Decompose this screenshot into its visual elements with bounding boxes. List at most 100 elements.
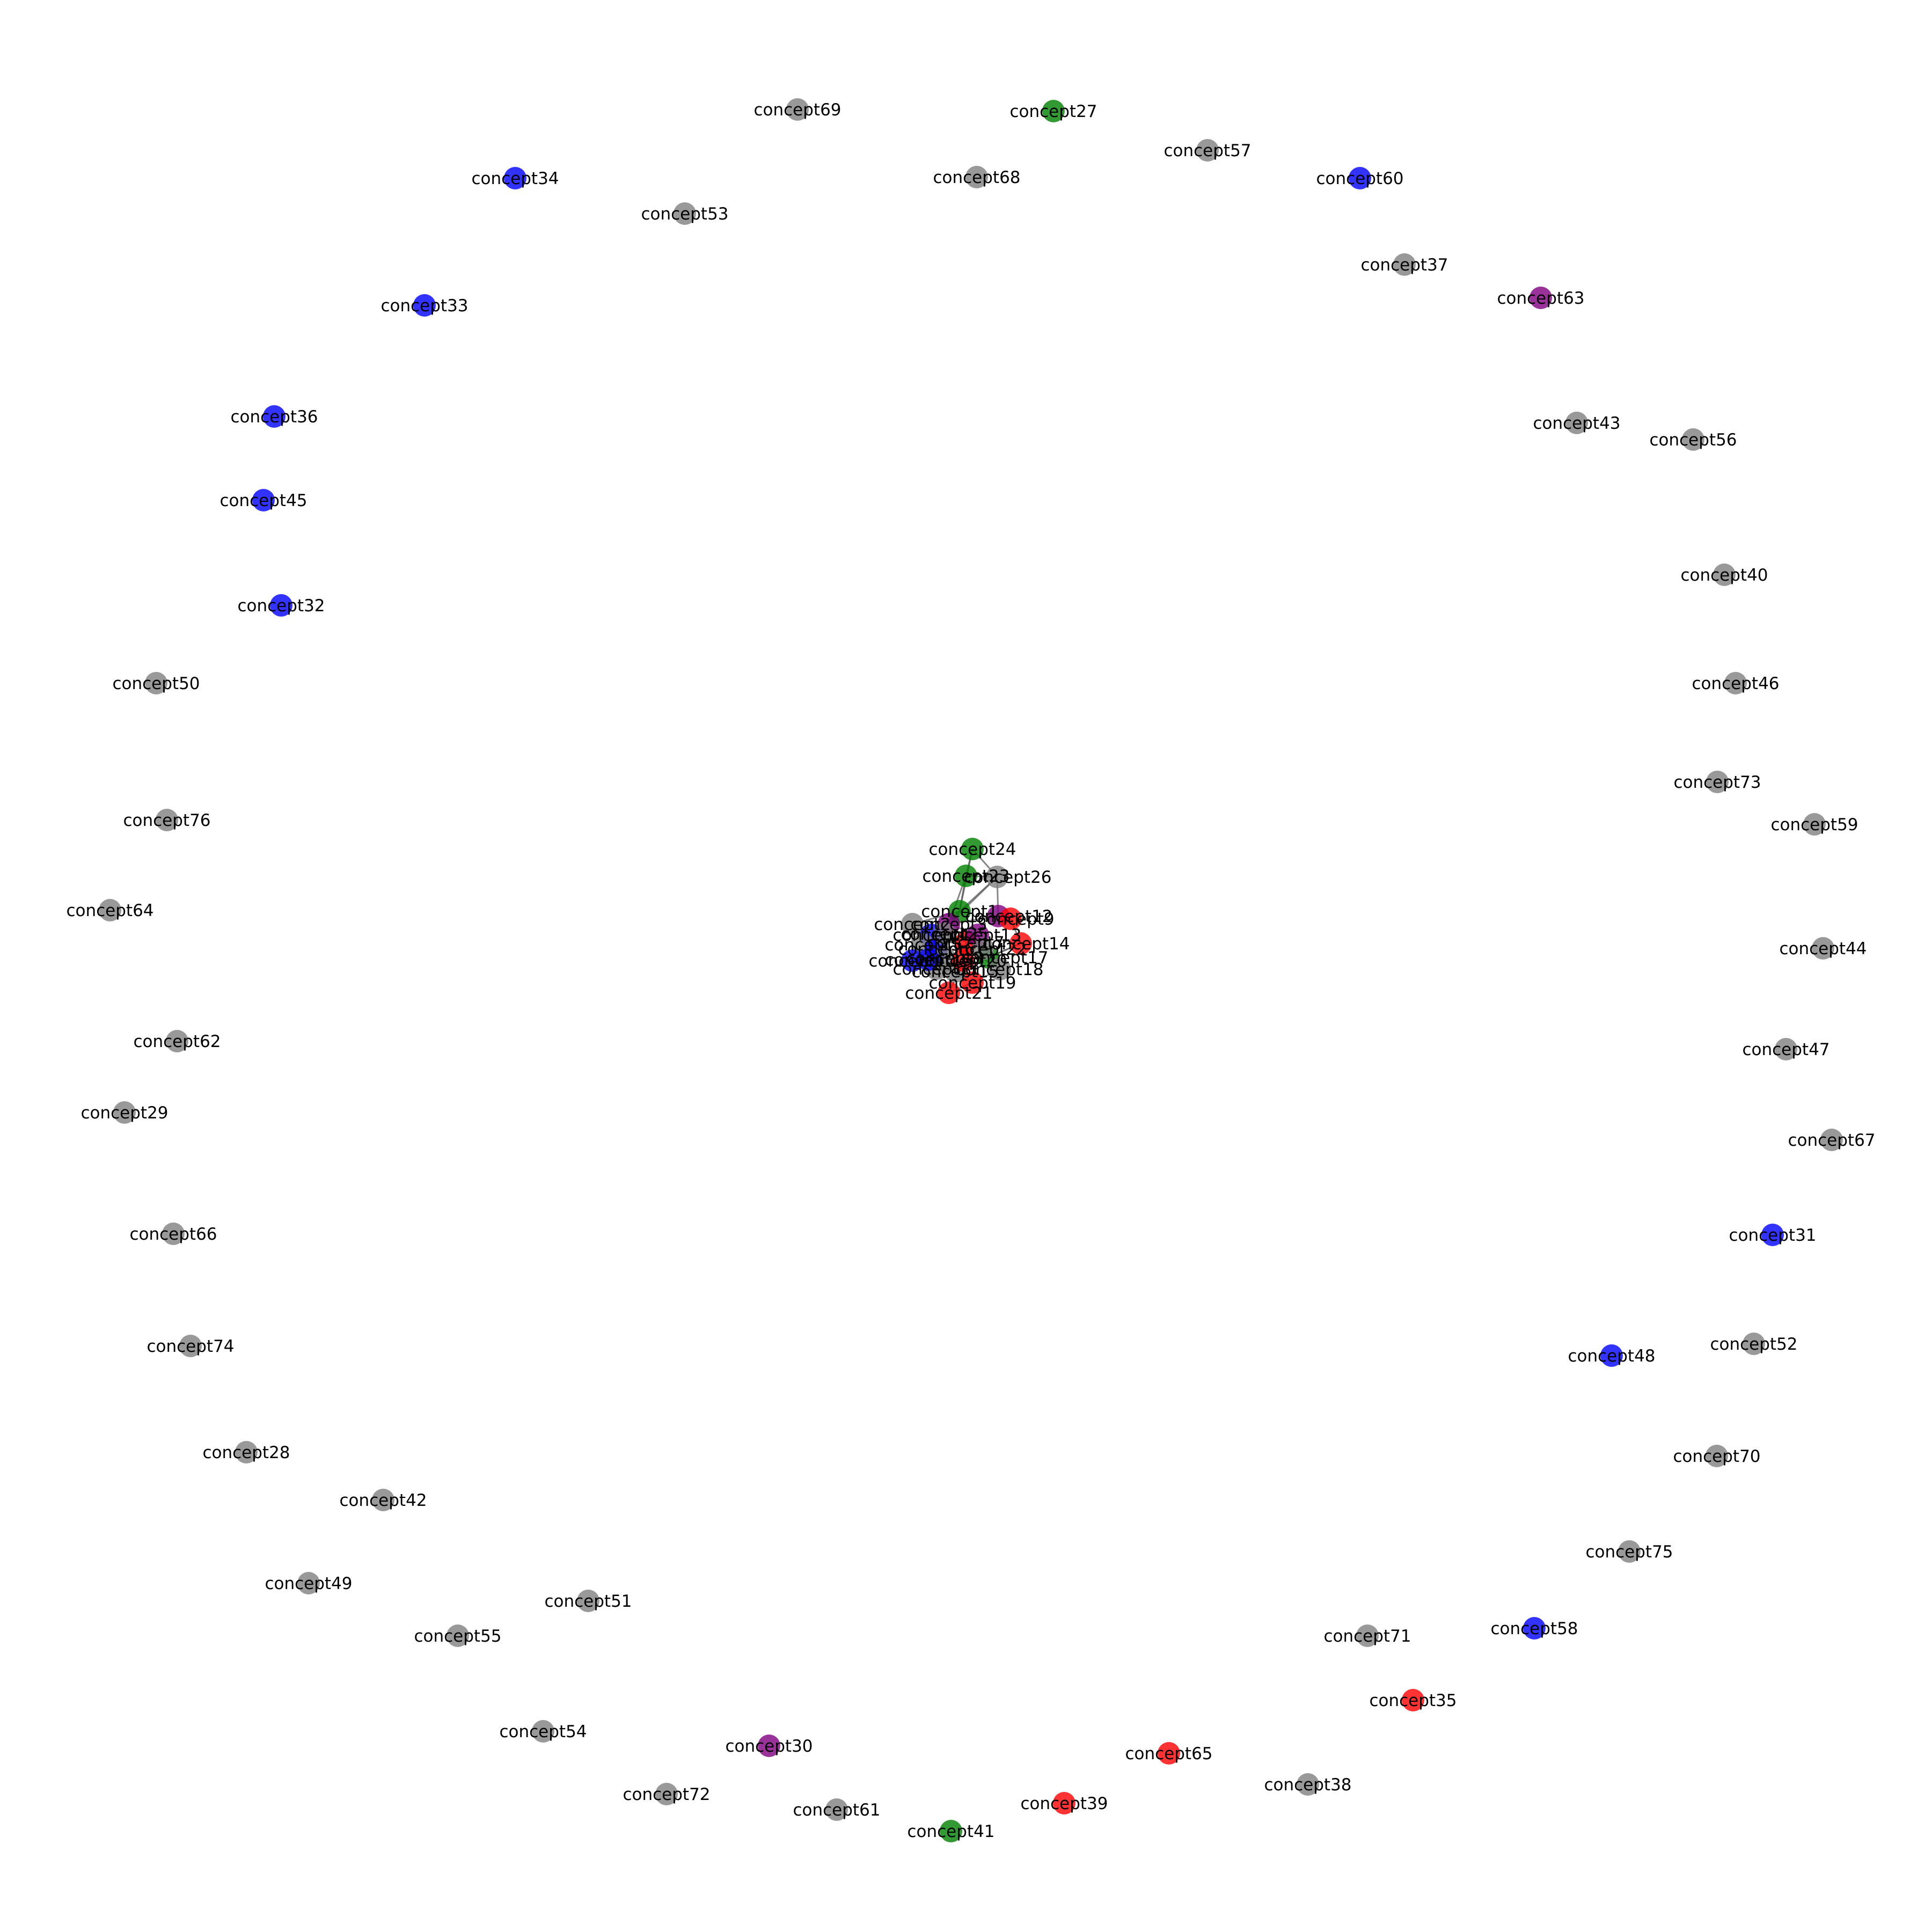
node-concept71[interactable]: [1356, 1624, 1379, 1647]
node-concept74[interactable]: [179, 1335, 202, 1357]
label-concept50: concept50: [112, 674, 200, 693]
node-concept39[interactable]: [1053, 1792, 1075, 1814]
node-concept40[interactable]: [1713, 564, 1736, 586]
node-concept63[interactable]: [1529, 287, 1552, 309]
node-concept55[interactable]: [447, 1624, 469, 1647]
node-concept76[interactable]: [156, 809, 178, 831]
node-concept65[interactable]: [1158, 1742, 1180, 1765]
label-concept37: concept37: [1360, 255, 1448, 275]
node-concept67[interactable]: [1820, 1129, 1843, 1151]
node-concept14[interactable]: [1009, 932, 1032, 955]
node-concept31[interactable]: [1761, 1224, 1784, 1246]
label-concept55: concept55: [414, 1627, 501, 1646]
label-concept1: concept1: [921, 902, 998, 921]
label-concept45: concept45: [219, 491, 307, 510]
node-concept66[interactable]: [162, 1223, 185, 1245]
node-concept69[interactable]: [786, 98, 809, 121]
node-concept30[interactable]: [758, 1735, 780, 1757]
node-concept21[interactable]: [938, 982, 960, 1004]
label-concept34: concept34: [471, 169, 559, 188]
node-concept37[interactable]: [1393, 253, 1416, 276]
node-concept70[interactable]: [1706, 1445, 1728, 1467]
label-concept60: concept60: [1316, 169, 1403, 188]
node-concept49[interactable]: [297, 1572, 320, 1594]
label-concept10: concept10: [868, 952, 956, 971]
node-concept19[interactable]: [961, 971, 984, 994]
node-concept33[interactable]: [413, 294, 436, 317]
label-concept16: concept16: [884, 950, 972, 970]
node-concept18[interactable]: [989, 958, 1011, 980]
label-concept22: concept22: [939, 940, 1027, 959]
node-concept61[interactable]: [825, 1798, 848, 1821]
node-concept16[interactable]: [917, 948, 940, 971]
node-concept22[interactable]: [972, 938, 994, 960]
node-concept9[interactable]: [999, 908, 1022, 930]
node-concept48[interactable]: [1600, 1344, 1623, 1367]
node-concept53[interactable]: [674, 202, 696, 225]
label-concept47: concept47: [1742, 1040, 1829, 1059]
label-concept75: concept75: [1585, 1542, 1673, 1562]
label-concept25: concept25: [901, 925, 988, 944]
node-concept2[interactable]: [901, 913, 924, 935]
label-concept13: concept13: [934, 926, 1021, 945]
node-concept20[interactable]: [952, 949, 975, 972]
label-concept73: concept73: [1673, 773, 1761, 792]
node-concept36[interactable]: [263, 405, 286, 428]
label-concept43: concept43: [1533, 414, 1620, 433]
label-concept5: concept5: [884, 935, 961, 955]
label-concept57: concept57: [1163, 141, 1251, 160]
label-concept65: concept65: [1125, 1744, 1212, 1763]
node-concept50[interactable]: [145, 672, 167, 694]
node-concept41[interactable]: [940, 1820, 962, 1842]
node-concept57[interactable]: [1196, 139, 1219, 162]
node-concept47[interactable]: [1775, 1038, 1797, 1060]
label-concept48: concept48: [1568, 1346, 1655, 1366]
node-concept38[interactable]: [1297, 1773, 1319, 1796]
label-concept51: concept51: [544, 1592, 632, 1611]
node-concept35[interactable]: [1402, 1689, 1424, 1711]
node-concept59[interactable]: [1803, 813, 1826, 836]
label-concept21: concept21: [905, 984, 992, 1003]
node-concept23[interactable]: [955, 865, 977, 887]
label-concept24: concept24: [928, 840, 1016, 859]
node-concept51[interactable]: [577, 1590, 599, 1612]
node-concept34[interactable]: [504, 167, 526, 189]
node-concept10[interactable]: [901, 949, 924, 972]
node-concept24[interactable]: [961, 838, 984, 860]
node-concept25[interactable]: [933, 923, 956, 945]
label-concept64: concept64: [66, 901, 153, 920]
label-concept28: concept28: [202, 1443, 290, 1462]
node-concept26[interactable]: [986, 866, 1008, 888]
node-concept32[interactable]: [270, 594, 292, 617]
label-concept20: concept20: [919, 952, 1007, 971]
node-concept27[interactable]: [1042, 100, 1065, 122]
node-concept46[interactable]: [1724, 672, 1747, 694]
node-concept58[interactable]: [1523, 1617, 1546, 1640]
label-concept17: concept17: [961, 948, 1048, 968]
label-concept15: concept15: [911, 962, 999, 982]
node-concept62[interactable]: [166, 1030, 188, 1052]
label-concept62: concept62: [133, 1032, 221, 1051]
node-concept29[interactable]: [113, 1101, 136, 1124]
label-concept23: concept23: [922, 867, 1009, 886]
node-concept64[interactable]: [99, 899, 121, 921]
label-concept67: concept67: [1788, 1131, 1875, 1150]
node-concept43[interactable]: [1565, 412, 1588, 434]
node-concept28[interactable]: [235, 1441, 258, 1463]
node-concept42[interactable]: [372, 1489, 394, 1511]
node-concept60[interactable]: [1349, 167, 1371, 189]
node-concept45[interactable]: [252, 489, 275, 511]
label-concept3: concept3: [910, 915, 987, 934]
node-concept56[interactable]: [1682, 428, 1704, 451]
label-concept27: concept27: [1009, 102, 1097, 121]
label-concept74: concept74: [147, 1337, 234, 1356]
node-concept44[interactable]: [1812, 937, 1834, 960]
label-concept54: concept54: [499, 1722, 587, 1741]
node-concept52[interactable]: [1743, 1333, 1765, 1355]
node-concept75[interactable]: [1618, 1540, 1641, 1563]
node-concept72[interactable]: [655, 1783, 678, 1805]
node-concept68[interactable]: [965, 166, 988, 188]
node-concept73[interactable]: [1706, 771, 1729, 793]
node-concept54[interactable]: [532, 1720, 554, 1743]
